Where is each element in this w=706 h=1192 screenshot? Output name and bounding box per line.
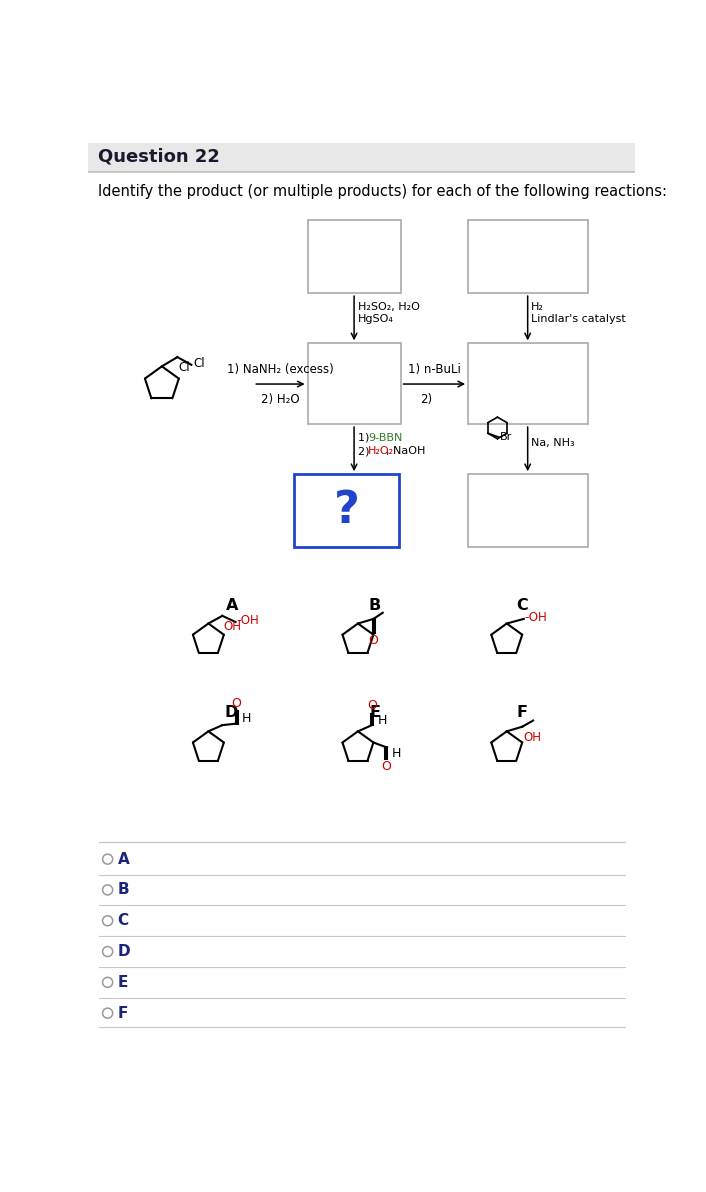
Text: ?: ? <box>334 489 359 532</box>
Text: OH: OH <box>524 731 542 744</box>
Text: H: H <box>241 713 251 726</box>
Text: 2): 2) <box>420 393 433 406</box>
Text: Lindlar's catalyst: Lindlar's catalyst <box>531 313 626 323</box>
Text: A: A <box>225 597 238 613</box>
Circle shape <box>102 946 113 956</box>
Text: Na, NH₃: Na, NH₃ <box>531 439 575 448</box>
Circle shape <box>102 855 113 864</box>
Text: E: E <box>369 706 381 720</box>
Text: E: E <box>118 975 128 989</box>
Text: 1) NaNH₂ (excess): 1) NaNH₂ (excess) <box>227 364 334 377</box>
Text: 9-BBN: 9-BBN <box>368 433 402 443</box>
Text: Cl: Cl <box>178 361 190 373</box>
Text: O: O <box>381 760 390 774</box>
Text: , NaOH: , NaOH <box>386 446 425 457</box>
Text: C: C <box>516 597 528 613</box>
Text: D: D <box>225 706 239 720</box>
Text: O: O <box>367 699 377 712</box>
Bar <box>468 474 588 547</box>
Bar <box>294 474 399 547</box>
Text: 2) H₂O: 2) H₂O <box>261 393 300 406</box>
Text: H₂SO₂, H₂O: H₂SO₂, H₂O <box>358 302 420 312</box>
Text: H: H <box>377 714 387 727</box>
Bar <box>468 221 588 293</box>
Text: D: D <box>118 944 131 960</box>
Text: C: C <box>118 913 128 929</box>
Text: H₂: H₂ <box>531 302 544 312</box>
Bar <box>308 221 400 293</box>
Bar <box>468 343 588 424</box>
Text: Identify the product (or multiple products) for each of the following reactions:: Identify the product (or multiple produc… <box>98 184 667 199</box>
Text: OH: OH <box>224 620 242 633</box>
Text: Question 22: Question 22 <box>98 147 220 166</box>
Text: HgSO₄: HgSO₄ <box>358 313 394 323</box>
Text: H₂O₂: H₂O₂ <box>368 446 394 457</box>
Text: F: F <box>517 706 528 720</box>
Text: 1) n-BuLi: 1) n-BuLi <box>408 364 461 377</box>
Circle shape <box>102 884 113 895</box>
Text: -OH: -OH <box>237 614 259 627</box>
Text: 1): 1) <box>358 433 373 443</box>
Text: H: H <box>391 746 400 759</box>
Text: Cl: Cl <box>193 356 205 370</box>
Text: B: B <box>369 597 381 613</box>
Bar <box>88 143 635 173</box>
Circle shape <box>102 977 113 987</box>
Text: A: A <box>118 851 129 867</box>
Circle shape <box>102 915 113 926</box>
Text: F: F <box>118 1006 128 1020</box>
Text: -OH: -OH <box>525 610 547 623</box>
Text: O: O <box>232 697 241 709</box>
Text: Br: Br <box>500 433 512 442</box>
Circle shape <box>102 1008 113 1018</box>
Text: 2): 2) <box>358 446 373 457</box>
Bar <box>308 343 400 424</box>
Text: B: B <box>118 882 129 898</box>
Text: O: O <box>369 634 378 647</box>
